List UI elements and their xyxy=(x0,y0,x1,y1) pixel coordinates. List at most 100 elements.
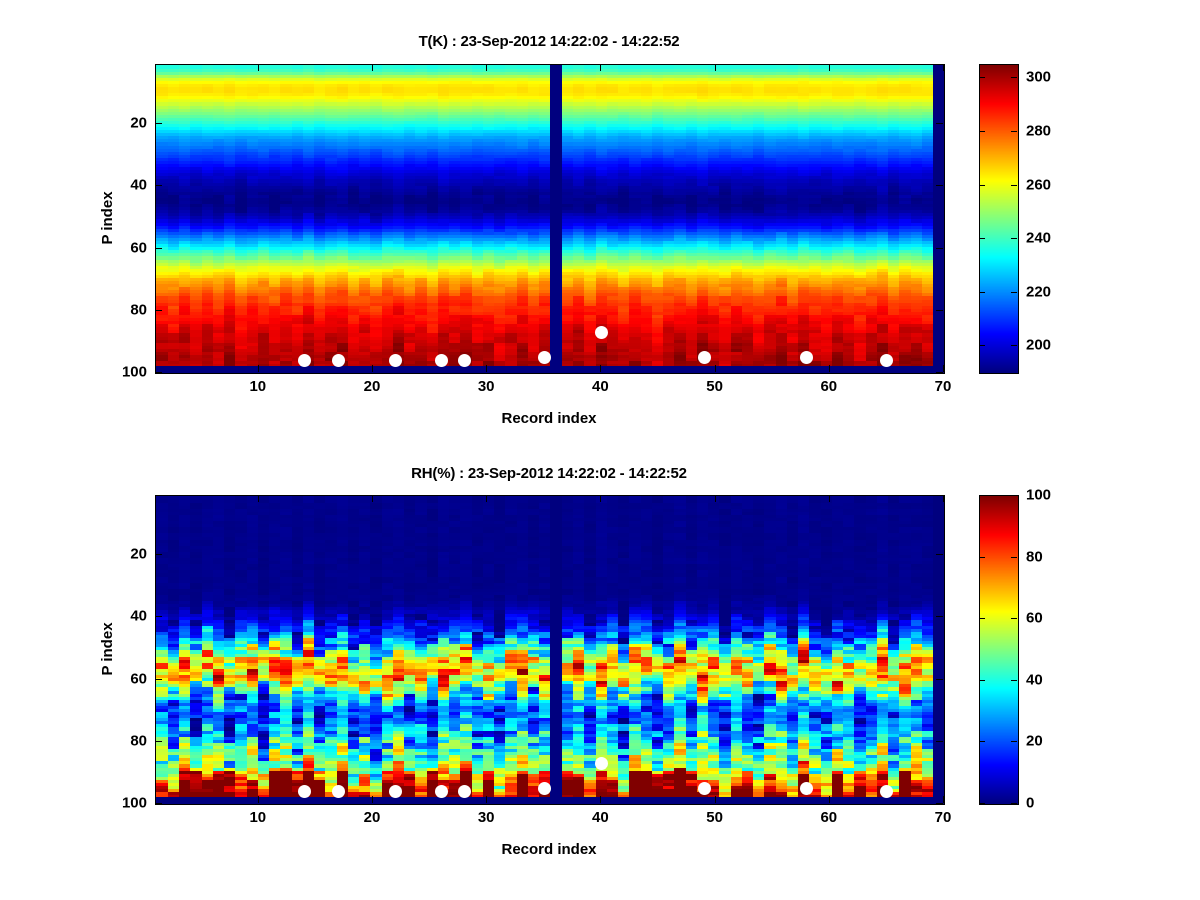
yticklabel-60: 60 xyxy=(130,239,147,257)
yticklabel-40: 40 xyxy=(130,607,147,625)
xticklabel-70: 70 xyxy=(934,809,952,826)
colorbar-tick-right-40 xyxy=(1011,679,1017,681)
xtick-top-70 xyxy=(943,495,944,502)
xticklabel-20: 20 xyxy=(363,809,381,826)
colorbar-ticklabel-220: 220 xyxy=(1026,283,1052,301)
colorbar-tick-right-200 xyxy=(1011,345,1017,347)
colorbar-tick-right-300 xyxy=(1011,77,1017,79)
xticklabel-50: 50 xyxy=(706,378,723,395)
colorbar-tick-left-300 xyxy=(979,77,985,79)
colorbar-tick-right-20 xyxy=(1011,741,1017,743)
xticklabel-10: 10 xyxy=(249,378,267,395)
yticklabel-80: 80 xyxy=(130,301,147,319)
xtick-30 xyxy=(486,365,488,372)
yticklabel-100: 100 xyxy=(121,363,147,381)
xticklabel-10: 10 xyxy=(249,809,267,826)
colorbar-tick-left-240 xyxy=(979,238,985,240)
xtick-top-50 xyxy=(714,495,716,502)
colorbar-gradient-temperature xyxy=(980,65,1018,373)
ytick-right-60 xyxy=(936,247,943,249)
colorbar-tick-left-20 xyxy=(979,741,985,743)
axes-humidity xyxy=(155,495,945,805)
panel-humidity: RH(%) : 23-Sep-2012 14:22:02 - 14:22:52 … xyxy=(0,440,1200,900)
colorbar-tick-right-100 xyxy=(1011,495,1017,496)
colorbar-tick-left-60 xyxy=(979,618,985,620)
xtick-top-10 xyxy=(257,495,259,502)
xtick-50 xyxy=(714,796,716,803)
ytick-60 xyxy=(155,247,162,249)
ytick-right-80 xyxy=(936,309,943,311)
colorbar-tick-left-0 xyxy=(979,803,985,804)
colorbar-tick-right-220 xyxy=(1011,291,1017,293)
colorbar-tick-right-280 xyxy=(1011,130,1017,132)
yticklabel-20: 20 xyxy=(130,114,147,132)
xtick-top-70 xyxy=(943,64,944,71)
xticklabel-20: 20 xyxy=(363,378,381,395)
xticklabel-40: 40 xyxy=(592,809,609,826)
ytick-right-20 xyxy=(936,123,943,125)
colorbar-tick-right-240 xyxy=(1011,238,1017,240)
xtick-top-50 xyxy=(714,64,716,71)
heatmap-temperature xyxy=(156,65,944,373)
xticklabel-30: 30 xyxy=(477,809,495,826)
axes-temperature xyxy=(155,64,945,374)
colorbar-tick-left-220 xyxy=(979,291,985,293)
ytick-20 xyxy=(155,554,162,556)
xticklabel-40: 40 xyxy=(592,378,609,395)
colorbar-ticklabel-100: 100 xyxy=(1026,486,1052,504)
xtick-top-60 xyxy=(828,495,830,502)
xtick-70 xyxy=(943,365,944,372)
xtick-60 xyxy=(828,365,830,372)
xtick-50 xyxy=(714,365,716,372)
colorbar-tick-left-280 xyxy=(979,130,985,132)
colorbar-ticklabel-0: 0 xyxy=(1026,794,1035,812)
colorbar-ticklabel-80: 80 xyxy=(1026,548,1043,566)
xtick-top-10 xyxy=(257,64,259,71)
yticklabel-100: 100 xyxy=(121,794,147,812)
xtick-top-20 xyxy=(371,64,373,71)
colorbar-tick-right-0 xyxy=(1011,803,1017,804)
ytick-100 xyxy=(155,372,162,373)
colorbar-tick-right-80 xyxy=(1011,556,1017,558)
xtick-20 xyxy=(371,365,373,372)
yticklabel-80: 80 xyxy=(130,732,147,750)
colorbar-tick-left-80 xyxy=(979,556,985,558)
xtick-60 xyxy=(828,796,830,803)
colorbar-tick-left-40 xyxy=(979,679,985,681)
colorbar-tick-left-200 xyxy=(979,345,985,347)
colorbar-ticklabel-40: 40 xyxy=(1026,671,1043,689)
ytick-40 xyxy=(155,185,162,187)
colorbar-tick-right-60 xyxy=(1011,618,1017,620)
yaxis-label-humidity: P index xyxy=(99,622,116,676)
colorbar-ticklabel-200: 200 xyxy=(1026,336,1052,354)
xtick-top-30 xyxy=(486,495,488,502)
ytick-100 xyxy=(155,803,162,804)
xtick-10 xyxy=(257,796,259,803)
yticklabel-20: 20 xyxy=(130,545,147,563)
ytick-60 xyxy=(155,678,162,680)
colorbar-ticklabel-240: 240 xyxy=(1026,229,1052,247)
ytick-right-80 xyxy=(936,740,943,742)
heatmap-humidity xyxy=(156,496,944,804)
colorbar-humidity xyxy=(979,495,1019,805)
ytick-right-40 xyxy=(936,185,943,187)
xtick-20 xyxy=(371,796,373,803)
ytick-40 xyxy=(155,616,162,618)
xtick-top-30 xyxy=(486,64,488,71)
colorbar-gradient-humidity xyxy=(980,496,1018,804)
ytick-right-20 xyxy=(936,554,943,556)
yticklabel-40: 40 xyxy=(130,176,147,194)
colorbar-ticklabel-300: 300 xyxy=(1026,68,1052,86)
xtick-70 xyxy=(943,796,944,803)
colorbar-ticklabel-60: 60 xyxy=(1026,609,1043,627)
ytick-right-40 xyxy=(936,616,943,618)
panel-temperature: T(K) : 23-Sep-2012 14:22:02 - 14:22:52 1… xyxy=(0,0,1200,440)
colorbar-ticklabel-260: 260 xyxy=(1026,176,1052,194)
yaxis-label-temperature: P index xyxy=(99,191,116,245)
xticklabel-30: 30 xyxy=(477,378,495,395)
xticklabel-50: 50 xyxy=(706,809,723,826)
colorbar-tick-left-100 xyxy=(979,495,985,496)
xtick-40 xyxy=(600,365,602,372)
colorbar-tick-right-260 xyxy=(1011,184,1017,186)
